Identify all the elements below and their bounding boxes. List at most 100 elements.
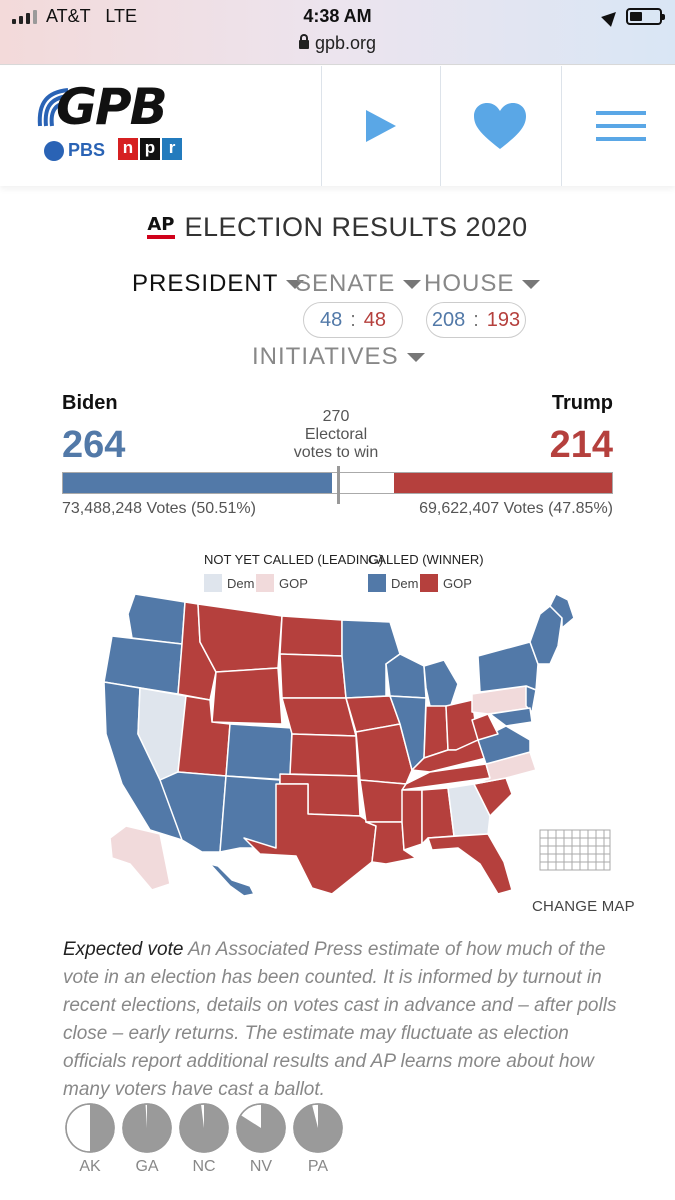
gpb-logo[interactable]: GPB PBS n p r	[34, 78, 194, 168]
dem-ev-fill	[63, 473, 333, 493]
tab-label: INITIATIVES	[252, 343, 399, 370]
lock-icon	[298, 34, 309, 49]
status-bar: AT&T LTE 4:38 AM gpb.org	[0, 0, 675, 65]
election-title: AP ELECTION RESULTS 2020	[0, 212, 675, 243]
tab-label: HOUSE	[424, 270, 515, 297]
state-new-england	[529, 605, 563, 665]
votes-to-win-label: 270 Electoral votes to win	[286, 408, 386, 462]
carrier-label: AT&T LTE	[46, 6, 138, 26]
state-me	[549, 594, 575, 629]
expected-vote-pie: NC	[178, 1102, 230, 1176]
dem-popular-votes: 73,488,248 Votes (50.51%)	[62, 500, 256, 517]
pie-chart-icon	[179, 1103, 229, 1153]
battery-icon	[626, 8, 665, 25]
legend-label: GOP	[443, 575, 472, 591]
gop-electoral-votes: 214	[549, 424, 613, 466]
house-gop-seats: 193	[486, 308, 521, 331]
state-wi	[385, 653, 427, 699]
pbs-logo: PBS	[44, 140, 105, 161]
state-co	[225, 723, 293, 781]
house-dem-seats: 208	[431, 308, 466, 331]
pie-state-label: PA	[307, 1158, 329, 1175]
tab-senate[interactable]: SENATE	[295, 270, 422, 298]
expected-vote-description: Expected vote An Associated Press estima…	[63, 936, 623, 1104]
tab-house[interactable]: HOUSE	[424, 270, 541, 298]
legend-label: Dem	[227, 575, 255, 591]
state-tx	[243, 783, 377, 895]
chevron-down-icon	[406, 352, 425, 362]
donate-button[interactable]	[441, 66, 559, 186]
tab-president[interactable]: PRESIDENT	[132, 270, 305, 298]
state-wy	[211, 667, 283, 725]
pbs-head-icon	[44, 140, 64, 161]
npr-letter: r	[162, 138, 182, 160]
pie-outline	[122, 1103, 172, 1153]
tab-label: SENATE	[295, 270, 396, 297]
state-hi	[209, 863, 255, 897]
legend-label: GOP	[279, 575, 308, 591]
expected-vote-pie: AK	[64, 1102, 116, 1176]
pie-counted-slice	[180, 1104, 229, 1152]
us-results-map[interactable]	[60, 594, 620, 906]
npr-logo: n p r	[118, 138, 182, 160]
url-bar[interactable]: gpb.org	[0, 33, 675, 54]
score-separator: :	[350, 308, 356, 331]
dem-candidate-name: Biden	[62, 392, 118, 414]
legend-label: Dem	[391, 575, 419, 591]
header-divider	[321, 66, 322, 186]
page-title: ELECTION RESULTS 2020	[184, 212, 528, 242]
state-mn	[341, 619, 401, 699]
swatch	[368, 574, 386, 592]
change-map-button[interactable]: CHANGE MAP	[532, 898, 635, 915]
pie-counted-slice	[237, 1104, 286, 1152]
npr-letter: n	[118, 138, 138, 160]
gpb-swoosh-icon	[37, 88, 69, 127]
state-ky	[411, 739, 487, 773]
pie-state-label: NC	[192, 1158, 216, 1175]
state-wa	[127, 594, 186, 645]
swatch	[204, 574, 222, 592]
senate-dem-seats: 48	[319, 308, 343, 331]
pie-outline	[293, 1103, 343, 1153]
menu-button[interactable]	[562, 66, 675, 186]
gop-ev-fill	[393, 473, 612, 493]
dem-electoral-votes: 264	[62, 424, 126, 466]
state-mi	[423, 659, 459, 709]
pie-state-label: NV	[249, 1158, 273, 1175]
state-ks	[289, 733, 359, 777]
tab-label: PRESIDENT	[132, 270, 279, 297]
expected-vote-pie: NV	[235, 1102, 287, 1176]
house-score-badge[interactable]: 208 : 193	[426, 302, 526, 338]
state-ar	[359, 779, 407, 823]
to-win-number: 270	[322, 408, 350, 425]
to-win-line1: Electoral	[304, 426, 368, 443]
expected-vote-pies: AK GA NC NV PA	[64, 1102, 344, 1176]
pie-counted-slice	[293, 1104, 342, 1152]
tab-initiatives[interactable]: INITIATIVES	[252, 343, 425, 371]
legend-dem-leading: Dem	[204, 574, 254, 592]
state-nj	[525, 685, 537, 713]
expected-vote-pie: GA	[121, 1102, 173, 1176]
gop-popular-votes: 69,622,407 Votes (47.85%)	[419, 500, 613, 517]
to-win-line2: votes to win	[293, 444, 379, 461]
clock: 4:38 AM	[303, 6, 372, 26]
legend-not-called-title: NOT YET CALLED (LEADING)	[204, 552, 384, 567]
legend-dem-called: Dem	[368, 574, 418, 592]
legend-called-title: CALLED (WINNER)	[368, 552, 484, 567]
legend-gop-leading: GOP	[256, 574, 308, 592]
change-map-grid-icon	[539, 829, 611, 871]
signal-icon	[12, 10, 37, 24]
state-ny	[477, 641, 539, 693]
expected-vote-pie: PA	[292, 1102, 344, 1176]
header-divider	[561, 66, 562, 186]
expected-vote-text: An Associated Press estimate of how much…	[63, 939, 617, 1100]
play-button[interactable]	[322, 66, 440, 186]
state-mt	[197, 603, 283, 673]
state-ak	[109, 825, 171, 891]
gpb-wordmark: GPB	[56, 78, 168, 136]
play-icon	[366, 110, 396, 142]
pie-chart-icon	[65, 1103, 115, 1153]
pie-chart-icon	[122, 1103, 172, 1153]
senate-score-badge[interactable]: 48 : 48	[303, 302, 403, 338]
state-ne	[281, 697, 357, 737]
